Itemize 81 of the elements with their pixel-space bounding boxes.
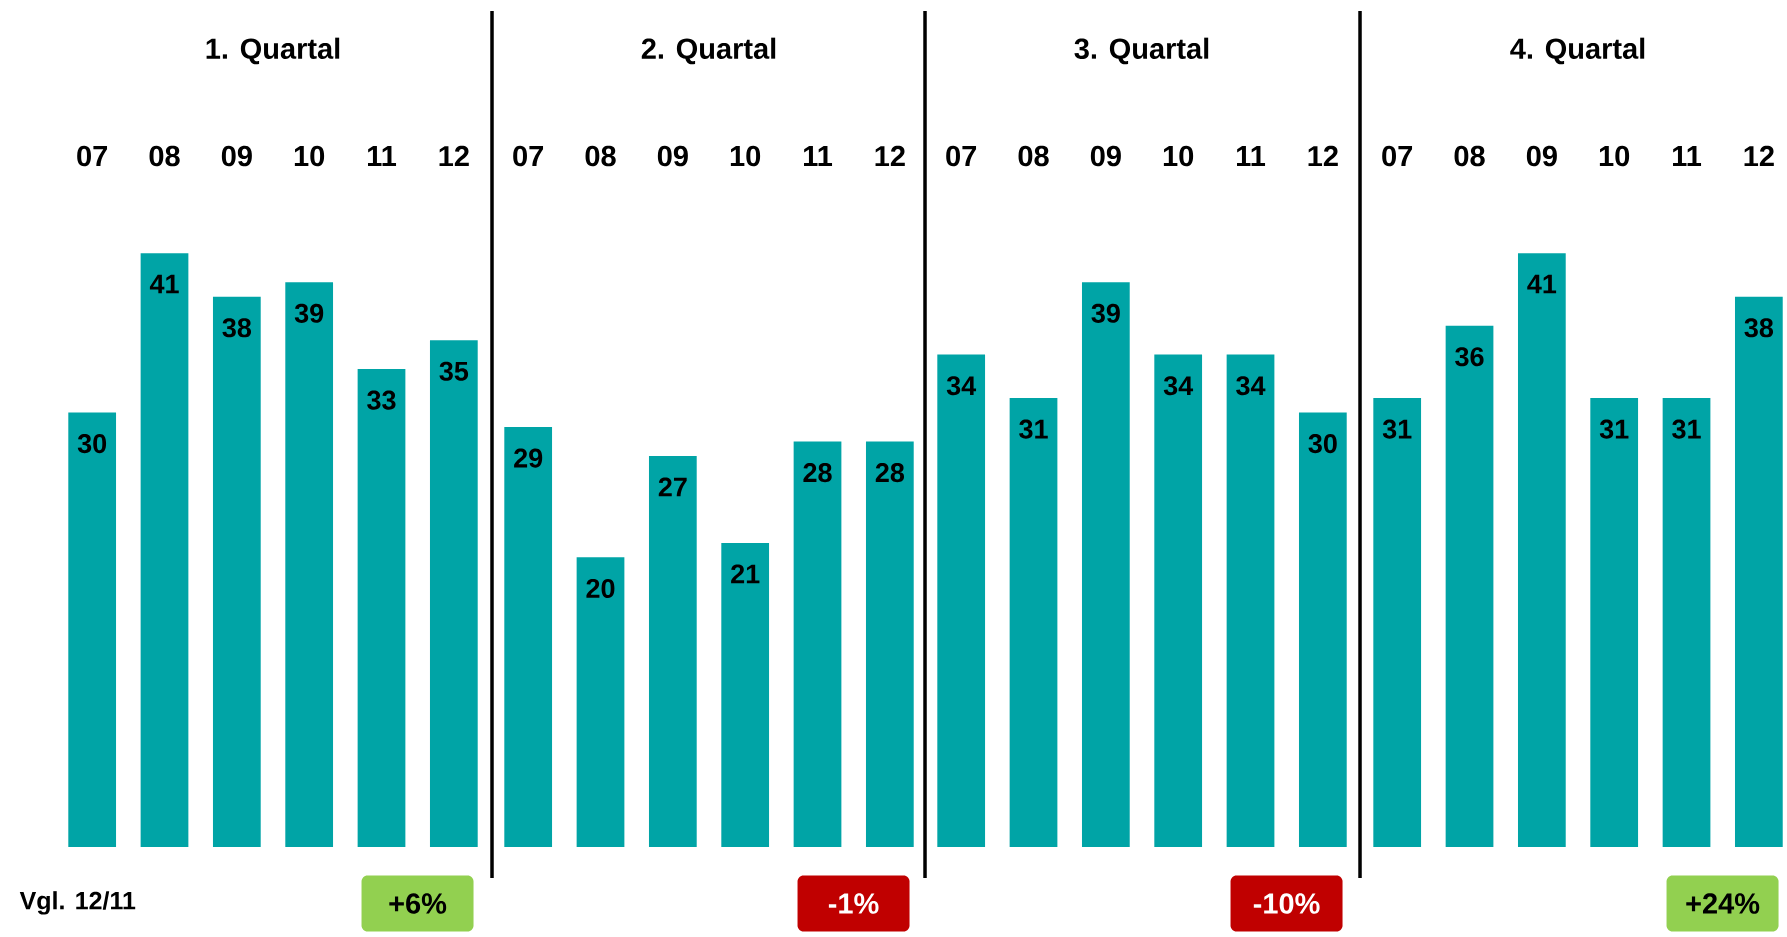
x-tick-label: 07 xyxy=(77,145,108,167)
data-label: 39 xyxy=(1091,303,1120,323)
x-tick-label: 10 xyxy=(1599,145,1630,167)
chart-title: 3. Quartal xyxy=(1074,37,1209,65)
x-tick-label: 08 xyxy=(585,145,616,167)
data-label: 41 xyxy=(1527,274,1557,294)
x-tick-label: 08 xyxy=(1018,145,1049,167)
data-label: 33 xyxy=(367,390,396,410)
x-tick-label: 07 xyxy=(946,145,977,167)
bar xyxy=(285,282,334,847)
x-tick-label: 09 xyxy=(221,145,252,167)
x-tick-label: 11 xyxy=(368,146,397,166)
bar xyxy=(68,412,117,847)
x-tick-label: 11 xyxy=(804,146,833,166)
data-label: 31 xyxy=(1599,419,1629,439)
chart-title: 2. Quartal xyxy=(641,37,776,65)
bar xyxy=(865,441,914,847)
x-tick-label: 09 xyxy=(1090,145,1121,167)
data-label: 21 xyxy=(731,564,760,584)
text: Vgl. 12/11 xyxy=(19,891,136,915)
bar xyxy=(1298,412,1347,847)
data-label: 36 xyxy=(1455,347,1484,367)
text: +24% xyxy=(1686,893,1760,914)
data-label: 38 xyxy=(222,318,252,338)
bar xyxy=(793,441,842,847)
data-label: 31 xyxy=(1672,419,1701,439)
chart-title: 1. Quartal xyxy=(206,37,340,65)
x-tick-label: 12 xyxy=(1308,145,1338,167)
bar xyxy=(721,542,770,847)
x-tick-label: 07 xyxy=(513,145,544,167)
data-label: 39 xyxy=(294,303,324,323)
bar xyxy=(1445,325,1494,847)
data-label: 30 xyxy=(1308,434,1337,454)
data-label: 34 xyxy=(946,376,977,396)
x-tick-label: 08 xyxy=(1454,145,1485,167)
bar xyxy=(1081,282,1130,847)
x-tick-label: 11 xyxy=(1673,146,1702,166)
x-tick-label: 10 xyxy=(730,145,761,167)
x-tick-label: 12 xyxy=(875,145,905,167)
bar xyxy=(212,296,261,847)
x-tick-label: 09 xyxy=(1526,145,1557,167)
bar xyxy=(357,369,406,847)
bar xyxy=(1734,296,1783,847)
data-label: 28 xyxy=(875,463,905,483)
x-tick-label: 10 xyxy=(294,145,325,167)
x-tick-label: 07 xyxy=(1382,145,1413,167)
data-label: 34 xyxy=(1163,376,1194,396)
x-tick-label: 12 xyxy=(439,145,469,167)
bar xyxy=(648,455,697,847)
bar xyxy=(504,427,553,847)
bar xyxy=(576,557,625,847)
x-tick-label: 11 xyxy=(1237,146,1266,166)
data-label: 38 xyxy=(1744,318,1774,338)
bar xyxy=(140,253,189,847)
data-label: 31 xyxy=(1382,419,1412,439)
data-label: 31 xyxy=(1019,419,1048,439)
x-tick-label: 09 xyxy=(657,145,688,167)
data-label: 30 xyxy=(77,434,107,454)
bar xyxy=(1154,354,1203,847)
bar xyxy=(1590,398,1639,847)
data-label: 20 xyxy=(586,578,615,598)
bar xyxy=(1226,354,1275,847)
text: -1% xyxy=(828,893,879,914)
data-label: 35 xyxy=(439,361,469,381)
text: +6% xyxy=(389,893,447,914)
text: -10% xyxy=(1253,893,1320,914)
x-tick-label: 10 xyxy=(1163,145,1194,167)
data-label: 29 xyxy=(514,448,543,468)
bar xyxy=(1373,398,1422,847)
bar xyxy=(1009,398,1058,847)
bar xyxy=(1662,398,1711,847)
x-tick-label: 12 xyxy=(1744,145,1774,167)
x-tick-label: 08 xyxy=(149,145,180,167)
data-label: 27 xyxy=(658,477,687,497)
bar xyxy=(429,340,478,847)
bar xyxy=(1517,253,1566,847)
data-label: 41 xyxy=(149,274,179,294)
chart-title: 4. Quartal xyxy=(1510,37,1645,65)
data-label: 28 xyxy=(803,463,832,483)
data-label: 34 xyxy=(1236,376,1266,396)
bar xyxy=(937,354,986,847)
